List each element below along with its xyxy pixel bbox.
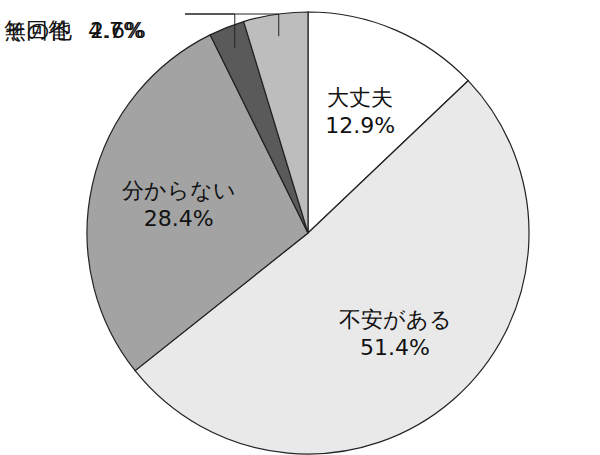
- svg-text:無回答4.7%: 無回答4.7%: [4, 18, 144, 43]
- svg-text:分からない28.4%: 分からない28.4%: [122, 178, 236, 231]
- svg-text:大丈夫12.9%: 大丈夫12.9%: [325, 85, 395, 138]
- svg-text:その他2.6%: その他2.6%: [4, 18, 146, 43]
- svg-text:不安がある51.4%: 不安がある51.4%: [339, 307, 452, 360]
